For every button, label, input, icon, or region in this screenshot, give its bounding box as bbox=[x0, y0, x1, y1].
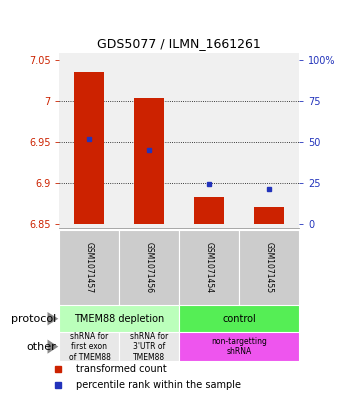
Bar bbox=[239, 230, 299, 305]
Text: GSM1071455: GSM1071455 bbox=[265, 242, 274, 293]
Text: GSM1071457: GSM1071457 bbox=[85, 242, 94, 293]
Bar bbox=[119, 230, 179, 305]
Bar bbox=[254, 208, 284, 224]
Text: transformed count: transformed count bbox=[76, 364, 167, 375]
Polygon shape bbox=[48, 340, 58, 354]
Bar bbox=[59, 230, 119, 305]
Title: GDS5077 / ILMN_1661261: GDS5077 / ILMN_1661261 bbox=[98, 37, 261, 50]
Bar bbox=[59, 305, 180, 332]
Text: shRNA for
3'UTR of
TMEM88: shRNA for 3'UTR of TMEM88 bbox=[130, 332, 169, 362]
Bar bbox=[179, 305, 299, 332]
Bar bbox=[179, 332, 299, 361]
Bar bbox=[59, 332, 119, 361]
Text: protocol: protocol bbox=[11, 314, 56, 324]
Text: non-targetting
shRNA: non-targetting shRNA bbox=[211, 337, 267, 356]
Text: GSM1071456: GSM1071456 bbox=[145, 242, 154, 293]
Bar bbox=[74, 72, 104, 224]
Text: shRNA for
first exon
of TMEM88: shRNA for first exon of TMEM88 bbox=[69, 332, 110, 362]
Text: TMEM88 depletion: TMEM88 depletion bbox=[74, 314, 165, 324]
Text: other: other bbox=[27, 342, 56, 352]
Text: control: control bbox=[222, 314, 256, 324]
Text: percentile rank within the sample: percentile rank within the sample bbox=[76, 380, 241, 390]
Bar bbox=[179, 230, 239, 305]
Text: GSM1071454: GSM1071454 bbox=[205, 242, 214, 293]
Bar bbox=[119, 332, 179, 361]
Bar bbox=[194, 197, 224, 224]
Bar bbox=[134, 98, 164, 224]
Polygon shape bbox=[48, 312, 58, 325]
